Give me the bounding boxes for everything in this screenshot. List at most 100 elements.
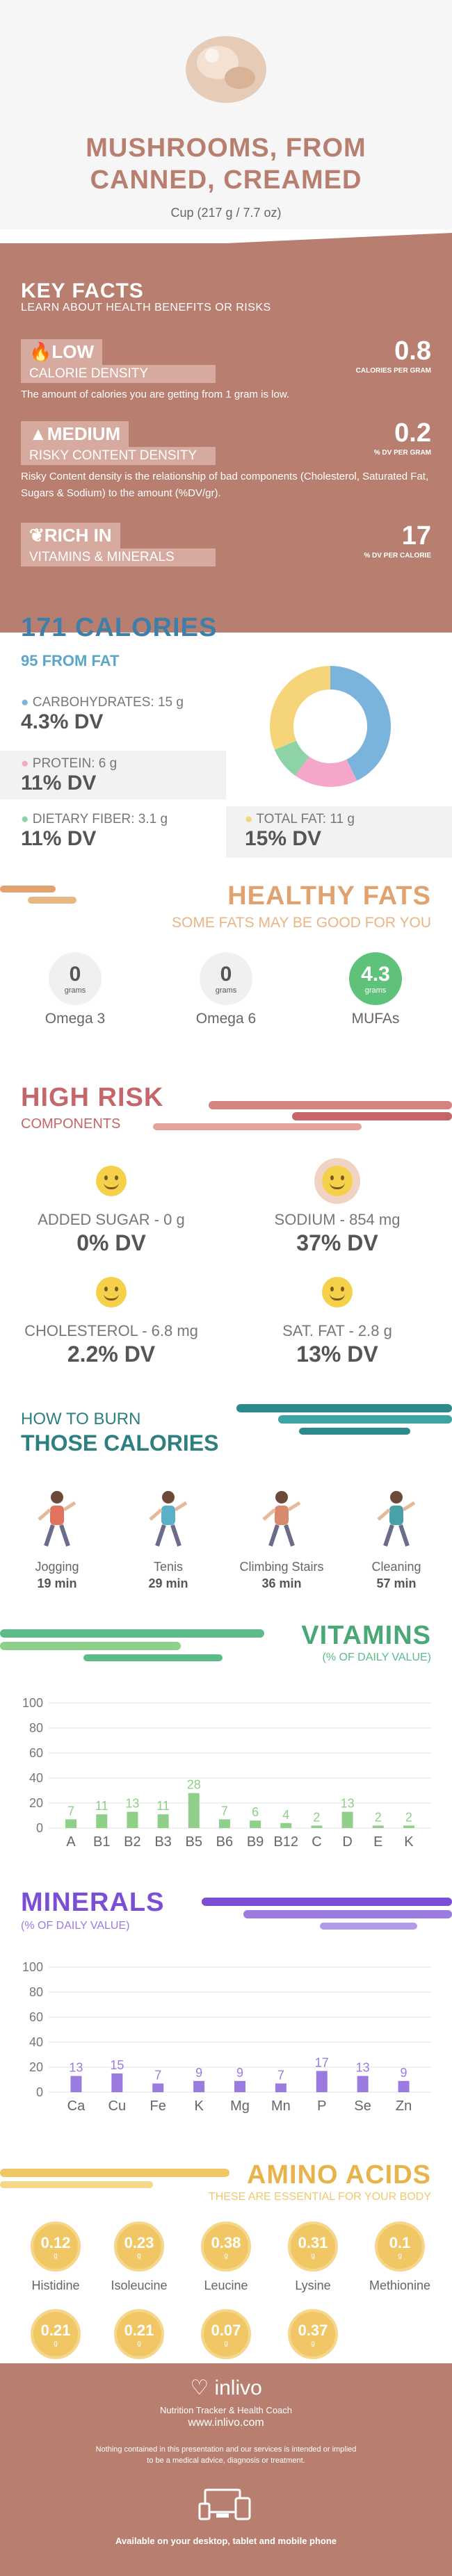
fat-label: MUFAs [351, 1011, 400, 1027]
fat-value: 4.3 [361, 963, 390, 986]
bar [250, 1820, 261, 1828]
activity-figure-icon [377, 1491, 416, 1547]
y-tick-label: 100 [22, 1696, 43, 1710]
key-facts-subtitle: LEARN ABOUT HEALTH BENEFITS OR RISKS [21, 302, 271, 313]
activity-figure-icon [38, 1491, 76, 1547]
fiber-row: ● DIETARY FIBER: 3.1 g 11% DV [21, 812, 168, 851]
vitamins-title: VITAMINS [301, 1621, 431, 1650]
key-facts-title: KEY FACTS [21, 279, 144, 302]
x-tick-label: B3 [154, 1834, 171, 1850]
amino-circle: 0.21 g [31, 2309, 81, 2359]
bar-value-label: 7 [277, 2068, 284, 2082]
risk-dv: 13% DV [296, 1342, 378, 1367]
calorie-density-pill: 🔥LOW CALORIE DENSITY [21, 339, 216, 383]
stripe-decor [0, 2169, 229, 2177]
minerals-bar-chart: 0 20 40 60 80 100 13 Ca 15 Cu 7 Fe 9 K 9 Mg 7 Mn 17 P 13 Se 9 Z… [22, 1960, 431, 2114]
amino-unit: g [54, 2251, 58, 2260]
risky-content-desc: Risky Content density is the relationshi… [21, 471, 429, 499]
activity-label: Cleaning [371, 1560, 421, 1574]
smiley-icon [314, 1158, 360, 1204]
flame-icon: 🔥 [29, 341, 52, 362]
activity-time: 29 min [148, 1576, 188, 1590]
protein-dot-icon: ● [21, 756, 29, 771]
bar [403, 1825, 414, 1828]
x-tick-label: C [312, 1834, 321, 1850]
bar [275, 2083, 286, 2092]
amino-unit: g [137, 2339, 141, 2347]
amino-circle: 0.07 g [201, 2309, 251, 2359]
footer-disclaimer-2: to be a medical advice, diagnosis or tre… [147, 2456, 305, 2465]
amino-value: 0.21 [40, 2321, 71, 2339]
activity-figure-icon [149, 1491, 188, 1547]
x-tick-label: B1 [93, 1834, 110, 1850]
minerals-title: MINERALS [21, 1888, 165, 1917]
bar [193, 2080, 205, 2092]
x-tick-label: A [66, 1834, 76, 1850]
fiber-label: DIETARY FIBER: 3.1 g [32, 812, 168, 826]
x-tick-label: B6 [216, 1834, 233, 1850]
footer [0, 2363, 452, 2576]
smiley-icon [88, 1269, 134, 1315]
x-tick-label: Fe [150, 2098, 166, 2114]
bar [280, 1823, 292, 1828]
x-tick-label: K [194, 2098, 204, 2114]
footer-available: Available on your desktop, tablet and mo… [115, 2536, 337, 2546]
fat-circle: 4.3 grams [349, 952, 402, 1005]
x-tick-label: B5 [186, 1834, 202, 1850]
rich-in-unit: % DV PER CALORIE [364, 552, 431, 560]
risk-label: SAT. FAT - 2.8 g [282, 1322, 392, 1339]
bar-value-label: 9 [401, 2066, 407, 2080]
x-tick-label: Zn [396, 2098, 412, 2114]
bar [398, 2080, 410, 2092]
y-tick-label: 60 [29, 1746, 43, 1760]
amino-circle: 0.1 g [375, 2222, 425, 2272]
page-title: MUSHROOMS, FROM CANNED, CREAMED [86, 133, 366, 195]
bar-value-label: 7 [67, 1804, 74, 1818]
x-tick-label: B9 [247, 1834, 264, 1850]
high-risk-title: HIGH RISK [21, 1083, 164, 1112]
fat-label: Omega 6 [195, 1011, 257, 1027]
risk-label: CHOLESTEROL - 6.8 mg [24, 1322, 198, 1339]
rich-in-value: 17 [401, 521, 431, 551]
footer-url[interactable]: www.inlivo.com [188, 2417, 264, 2429]
amino-value: 0.31 [298, 2233, 328, 2251]
amino-value: 0.23 [124, 2233, 154, 2251]
bar [316, 2071, 328, 2092]
amino-unit: g [224, 2251, 228, 2260]
bar-value-label: 4 [282, 1808, 289, 1822]
amino-circle: 0.23 g [114, 2222, 164, 2272]
risky-content-value: 0.2 [394, 418, 431, 448]
bar [341, 1811, 353, 1828]
bar [311, 1825, 323, 1828]
bar-value-label: 28 [187, 1778, 201, 1792]
stripe-decor [28, 897, 76, 904]
bar-value-label: 13 [125, 1797, 139, 1811]
fat-value: 0 [69, 963, 81, 986]
risk-dv: 37% DV [296, 1230, 378, 1255]
protein-row: ● PROTEIN: 6 g 11% DV [21, 756, 117, 795]
bar [152, 2083, 164, 2092]
fat-unit: grams [64, 986, 86, 995]
serving-size: Cup (217 g / 7.7 oz) [170, 206, 282, 220]
smiley-icon [88, 1158, 134, 1204]
footer-disclaimer-1: Nothing contained in this presentation a… [95, 2445, 357, 2454]
amino-unit: g [311, 2251, 315, 2260]
fat-bg [226, 806, 452, 858]
amino-value: 0.21 [124, 2321, 154, 2339]
stripe-decor [236, 1404, 452, 1412]
risk-dv: 0% DV [76, 1230, 146, 1255]
bar-value-label: 6 [252, 1805, 259, 1819]
bar [96, 1814, 108, 1828]
stripe-decor [0, 1629, 264, 1638]
calories-title: 171 CALORIES [21, 613, 218, 642]
fat-value: 0 [220, 963, 232, 986]
bar [111, 2073, 123, 2092]
macro-donut-chart [270, 666, 391, 787]
amino-value: 0.37 [298, 2321, 328, 2339]
x-tick-label: Se [354, 2098, 371, 2114]
y-tick-label: 20 [29, 1796, 43, 1810]
calorie-density-unit: CALORIES PER GRAM [355, 367, 431, 375]
calories-from-fat: 95 FROM FAT [21, 652, 120, 669]
bar-value-label: 9 [195, 2066, 202, 2080]
amino-circle: 0.12 g [31, 2222, 81, 2272]
